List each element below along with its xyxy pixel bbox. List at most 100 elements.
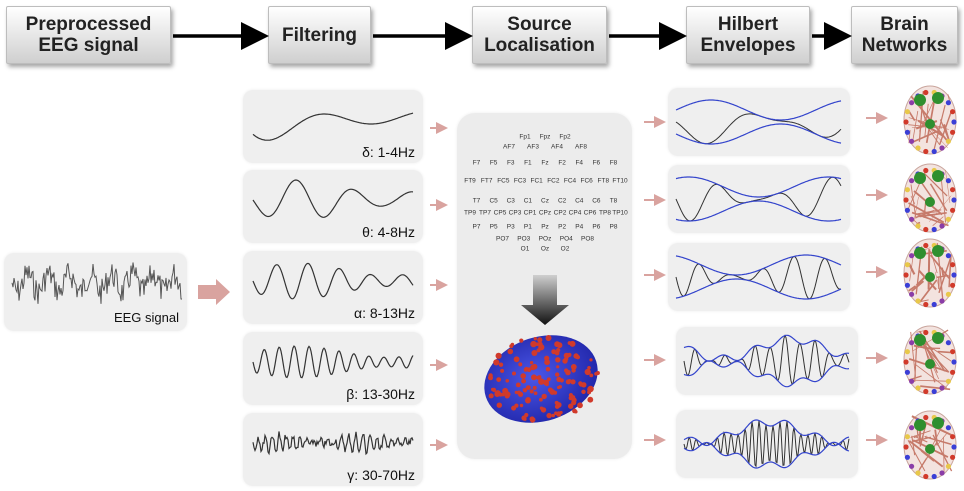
source-dot	[551, 349, 557, 355]
electrode-label: CPz	[538, 209, 552, 217]
electrode-label: P2	[558, 223, 567, 231]
stage-label-line2: Localisation	[484, 35, 595, 56]
source-dot	[514, 403, 519, 408]
source-dot	[530, 340, 537, 348]
band-label: δ: 1-4Hz	[362, 144, 415, 160]
source-dot	[578, 381, 583, 386]
source-dot	[555, 372, 560, 377]
envelope-panel-alpha	[668, 243, 850, 311]
stage-hilbert-envelopes: Hilbert Envelopes	[686, 6, 810, 64]
source-dot	[531, 374, 537, 381]
source-dot	[544, 359, 550, 366]
electrode-map: Fp1 Fpz Fp2 AF7 AF3 AF4 AF8 F7 F5 F3 F1 Fz F2 F4 F6 F8 F…	[457, 113, 632, 253]
electrode-label: POz	[538, 235, 552, 243]
electrode-label: CP3	[508, 209, 522, 217]
envelope-waveform	[675, 99, 842, 145]
electrode-label: CP4	[568, 209, 582, 217]
source-dot	[536, 375, 541, 380]
electrode-label: P8	[609, 223, 618, 231]
source-dot	[533, 391, 538, 396]
source-dot	[498, 392, 503, 397]
source-dot	[529, 361, 534, 365]
stage-preprocessed-eeg: Preprocessed EEG signal	[6, 6, 171, 64]
source-dot	[594, 372, 598, 376]
electrode-label: F4	[575, 159, 584, 167]
electrode-label: P5	[489, 223, 498, 231]
band-waveform	[252, 179, 414, 218]
band-panel-theta: θ: 4-8Hz	[243, 170, 423, 243]
filtered-signal-line	[675, 176, 842, 222]
source-dot	[515, 382, 521, 388]
band-panel-gamma: γ: 30-70Hz	[243, 413, 423, 486]
envelope-waveform	[675, 176, 842, 222]
source-dot	[536, 348, 541, 353]
stage-label-line2: EEG signal	[38, 35, 139, 56]
source-dot	[493, 359, 500, 366]
source-dot	[495, 352, 502, 359]
filtered-signal-line	[675, 255, 842, 300]
electrode-label: CP1	[523, 209, 537, 217]
stage-label-line1: Filtering	[282, 24, 357, 46]
source-dot	[494, 391, 500, 398]
source-dot	[523, 417, 527, 421]
source-dot	[504, 391, 511, 398]
stage-label-line2: Envelopes	[700, 35, 796, 56]
source-dot	[533, 337, 537, 341]
stage-source-localisation: Source Localisation	[472, 6, 607, 64]
source-dot	[555, 357, 561, 363]
source-dot	[568, 403, 574, 409]
stage-brain-networks: Brain Networks	[851, 6, 958, 64]
electrode-label: C4	[575, 197, 584, 205]
electrode-label: FT10	[612, 177, 628, 185]
eeg-signal-trace	[11, 262, 183, 304]
stage-label-line1: Hilbert	[717, 14, 779, 35]
source-dot	[565, 379, 571, 385]
electrode-label: F3	[506, 159, 515, 167]
source-graphics	[484, 275, 600, 423]
electrode-label: C1	[523, 197, 533, 205]
electrode-label: Fp2	[559, 133, 571, 141]
source-dot	[573, 353, 579, 359]
electrode-label: PO7	[495, 235, 510, 243]
stage-label-line1: Source	[507, 14, 572, 35]
electrode-label: PO3	[517, 235, 531, 243]
electrode-label: TP10	[612, 209, 628, 217]
source-dot	[537, 337, 543, 343]
source-dot	[525, 397, 531, 403]
electrode-label: TP7	[479, 209, 491, 217]
envelope-panel-gamma	[676, 410, 858, 478]
stage-filtering: Filtering	[268, 6, 371, 64]
source-dot	[545, 366, 551, 372]
source-dot	[563, 352, 570, 359]
electrode-label: C5	[489, 197, 498, 205]
source-dot	[589, 358, 593, 362]
electrode-label: FC4	[563, 177, 577, 185]
electrode-label: F1	[524, 159, 532, 167]
source-dot	[496, 377, 502, 382]
brain-network-icon	[903, 410, 957, 480]
band-label: θ: 4-8Hz	[362, 224, 415, 240]
filtered-signal-line	[683, 334, 850, 385]
source-dot	[531, 363, 538, 370]
band-panel-alpha: α: 8-13Hz	[243, 251, 423, 324]
band-waveform	[252, 345, 414, 379]
stage-label-line2: Networks	[861, 35, 948, 56]
source-dot	[574, 410, 578, 414]
electrode-label: F7	[472, 159, 481, 167]
envelope-upper-line	[683, 419, 850, 447]
envelope-lower-line	[683, 441, 850, 469]
source-dot	[538, 378, 545, 385]
source-dot	[531, 350, 538, 356]
source-dot	[571, 397, 577, 403]
envelope-waveform	[683, 334, 850, 388]
source-dot	[519, 338, 524, 343]
source-dot	[505, 379, 510, 383]
source-dot	[551, 390, 556, 395]
electrode-label: C6	[592, 197, 601, 205]
brain-network-icon	[903, 325, 957, 395]
source-dot	[567, 341, 572, 345]
source-dot	[530, 417, 535, 423]
band-panel-delta: δ: 1-4Hz	[243, 90, 423, 163]
electrode-label: P7	[472, 223, 481, 231]
source-dot	[524, 412, 529, 418]
